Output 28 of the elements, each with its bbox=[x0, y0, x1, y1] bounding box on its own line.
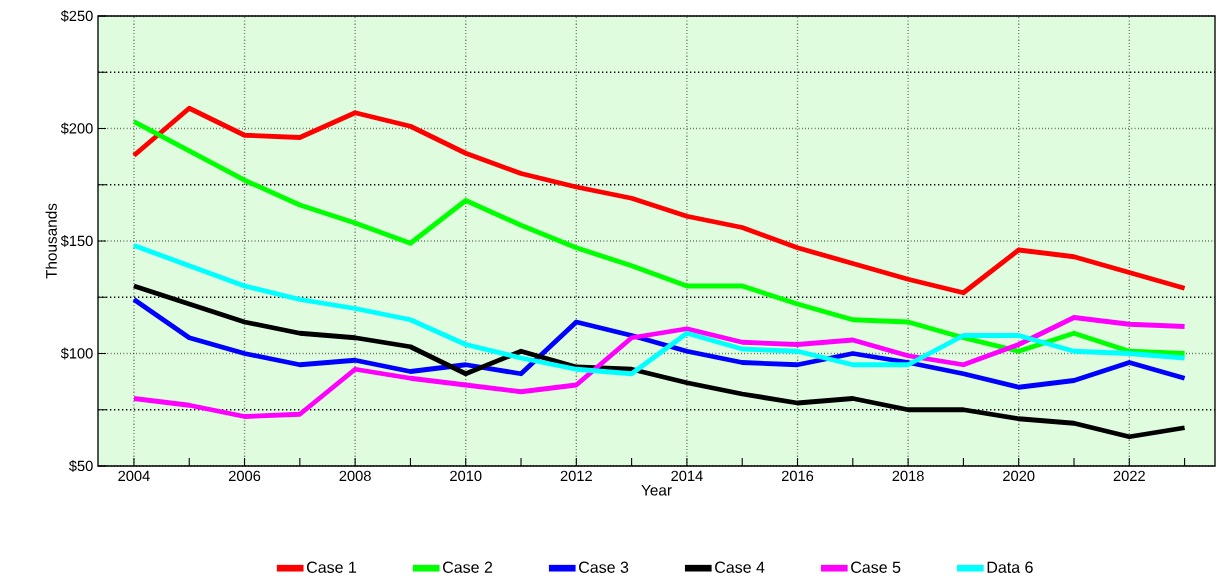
legend-label: Data 6 bbox=[987, 561, 1033, 573]
y-tick-label: $100 bbox=[60, 347, 93, 360]
x-tick-label: 2010 bbox=[450, 470, 482, 482]
x-tick-label: 2012 bbox=[560, 470, 592, 482]
y-axis-title: Thousands bbox=[45, 203, 57, 279]
legend-label: Case 2 bbox=[443, 561, 493, 573]
x-tick-label: 2020 bbox=[1003, 470, 1035, 482]
line-series bbox=[131, 243, 1187, 377]
line-series bbox=[131, 105, 1187, 296]
x-tick-label: 2022 bbox=[1113, 470, 1145, 482]
y-tick-label: $200 bbox=[60, 122, 93, 135]
y-tick-label: $250 bbox=[60, 10, 93, 22]
x-tick-label: 2006 bbox=[228, 470, 261, 482]
line-series bbox=[131, 315, 1187, 419]
y-tick-label: $50 bbox=[68, 460, 93, 472]
legend-label: Case 1 bbox=[307, 561, 357, 573]
line-series bbox=[131, 297, 1187, 390]
x-tick-label: 2018 bbox=[892, 470, 924, 482]
legend-label: Case 3 bbox=[579, 561, 629, 573]
legend-label: Case 4 bbox=[715, 561, 765, 573]
x-tick-label: 2016 bbox=[781, 470, 814, 482]
line-series bbox=[131, 119, 1187, 356]
y-tick-label: $150 bbox=[60, 235, 93, 247]
x-tick-label: 2014 bbox=[671, 470, 703, 482]
x-axis-title: Year bbox=[641, 484, 672, 496]
legend-label: Case 5 bbox=[851, 561, 901, 573]
x-tick-label: 2008 bbox=[339, 470, 371, 482]
x-tick-label: 2004 bbox=[118, 470, 150, 482]
